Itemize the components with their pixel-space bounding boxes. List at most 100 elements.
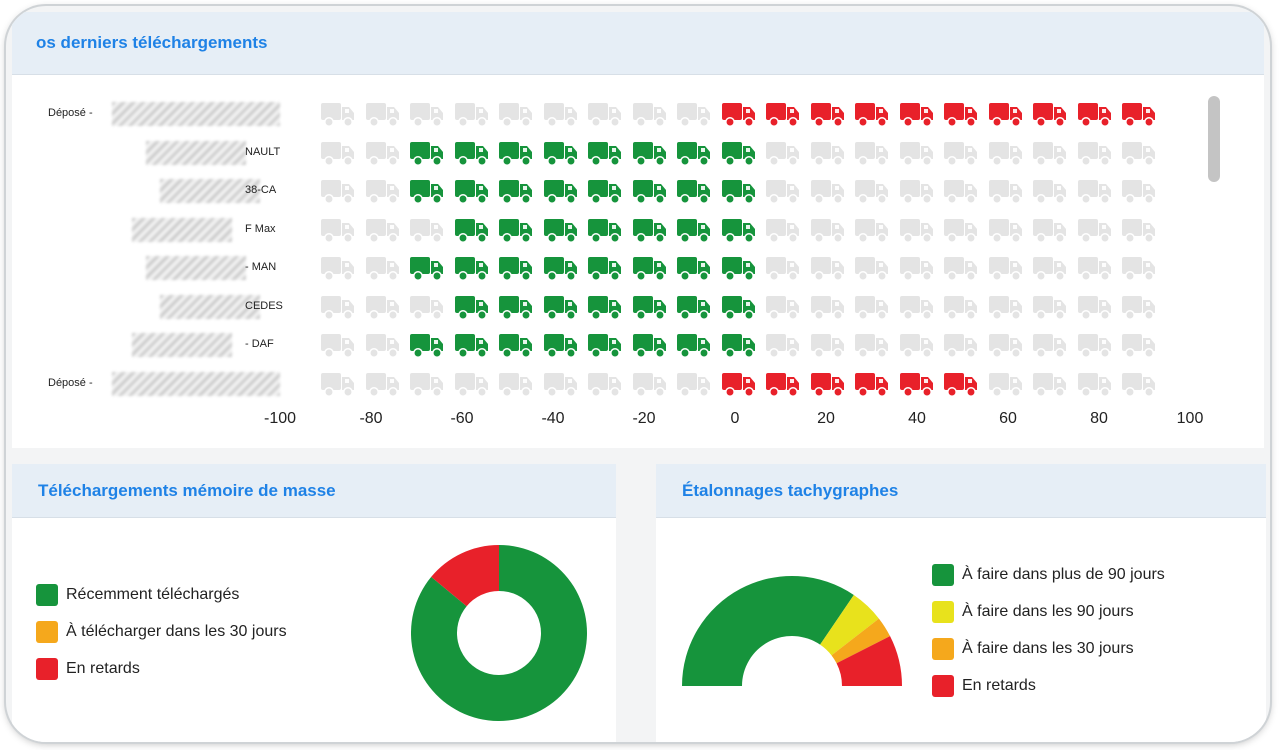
calibration-gauge-chart [682, 576, 902, 686]
truck-mark-empty [499, 372, 532, 397]
dashboard-frame: os derniers téléchargements Déposé - NAUL… [6, 6, 1270, 742]
truck-mark-filled [588, 295, 621, 320]
truck-mark-empty [810, 257, 844, 281]
truck-mark-empty [365, 141, 399, 166]
truck-mark-empty [1077, 334, 1111, 358]
truck-mark-empty [855, 141, 888, 166]
truck-mark-empty [1077, 218, 1111, 243]
truck-mark-empty [588, 103, 621, 127]
donut-slice[interactable] [431, 545, 499, 607]
truck-mark-filled [543, 218, 577, 243]
truck-mark-filled [944, 103, 977, 127]
truck-mark-filled [410, 257, 443, 281]
truck-mark-empty [899, 218, 933, 243]
gauge-segment[interactable] [836, 636, 902, 686]
calibration-title: Étalonnages tachygraphes [656, 464, 1266, 518]
truck-mark-filled [677, 257, 710, 281]
truck-mark-empty [632, 372, 666, 397]
truck-mark-empty [1033, 257, 1066, 281]
truck-mark-filled [543, 180, 577, 204]
truck-mark-empty [944, 334, 977, 358]
legend-item[interactable]: En retards [36, 658, 140, 680]
truck-mark-empty [810, 218, 844, 243]
truck-mark-filled [454, 257, 488, 281]
truck-mark-empty [810, 141, 844, 166]
truck-mark-empty [365, 372, 399, 397]
row-label: Déposé - [48, 376, 93, 389]
legend-item[interactable]: À faire dans plus de 90 jours [932, 564, 1165, 586]
truck-mark-empty [899, 295, 933, 320]
truck-mark-filled [499, 257, 532, 281]
truck-mark-empty [855, 180, 888, 204]
truck-mark-empty [365, 257, 399, 281]
truck-mark-empty [410, 103, 443, 127]
truck-mark-empty [988, 257, 1022, 281]
truck-mark-empty [855, 295, 888, 320]
truck-mark-empty [1033, 218, 1066, 243]
truck-mark-filled [1122, 103, 1155, 127]
gauge-segment[interactable] [831, 618, 891, 664]
truck-mark-filled [810, 372, 844, 397]
mass-memory-panel: Téléchargements mémoire de masse Récemme… [12, 464, 616, 742]
truck-mark-filled [632, 334, 666, 358]
truck-mark-filled [588, 141, 621, 166]
truck-mark-empty [321, 141, 354, 166]
truck-mark-empty [1122, 180, 1155, 204]
truck-mark-filled [855, 103, 888, 127]
redacted-vehicle-name [132, 217, 232, 242]
truck-mark-filled [588, 180, 621, 204]
truck-mark-empty [1077, 180, 1111, 204]
truck-mark-empty [988, 180, 1022, 204]
legend-item[interactable]: À faire dans les 30 jours [932, 638, 1134, 660]
legend-item[interactable]: En retards [932, 675, 1036, 697]
truck-mark-empty [944, 257, 977, 281]
truck-mark-empty [321, 103, 354, 127]
x-tick-label: -100 [263, 410, 297, 427]
truck-mark-empty [1033, 141, 1066, 166]
truck-mark-filled [810, 103, 844, 127]
row-label: NAULT [245, 145, 281, 158]
calibration-panel: Étalonnages tachygraphes À faire dans pl… [656, 464, 1266, 742]
row-label: 38-CA [245, 184, 277, 196]
gauge-segment[interactable] [820, 595, 879, 656]
redacted-vehicle-name [132, 333, 232, 357]
legend-swatch [932, 675, 954, 697]
truck-mark-empty [1077, 372, 1111, 397]
truck-mark-empty [632, 103, 666, 127]
truck-mark-filled [543, 257, 577, 281]
truck-mark-filled [944, 372, 977, 397]
truck-mark-filled [899, 103, 933, 127]
donut-slice[interactable] [411, 545, 587, 721]
truck-mark-filled [1077, 103, 1111, 127]
gauge-segment[interactable] [682, 576, 854, 686]
truck-mark-filled [454, 334, 488, 358]
truck-mark-empty [944, 295, 977, 320]
legend-item[interactable]: Récemment téléchargés [36, 584, 239, 606]
truck-mark-filled [677, 218, 710, 243]
mass-memory-donut-chart [411, 545, 587, 721]
truck-mark-empty [855, 334, 888, 358]
truck-mark-filled [454, 141, 488, 166]
truck-mark-filled [721, 372, 755, 397]
truck-mark-empty [588, 372, 621, 397]
truck-mark-empty [499, 103, 532, 127]
truck-mark-filled [543, 141, 577, 166]
truck-mark-filled [632, 180, 666, 204]
recent-downloads-panel: os derniers téléchargements Déposé - NAUL… [12, 12, 1264, 448]
truck-mark-empty [855, 257, 888, 281]
truck-mark-empty [365, 295, 399, 320]
truck-mark-empty [766, 141, 799, 166]
truck-mark-empty [543, 103, 577, 127]
truck-mark-filled [632, 141, 666, 166]
vertical-scrollbar[interactable] [1208, 96, 1220, 182]
truck-mark-empty [365, 103, 399, 127]
truck-mark-filled [543, 295, 577, 320]
truck-mark-filled [499, 141, 532, 166]
legend-item[interactable]: À faire dans les 90 jours [932, 601, 1134, 623]
truck-mark-filled [410, 141, 443, 166]
legend-swatch [36, 658, 58, 680]
truck-mark-filled [499, 295, 532, 320]
truck-mark-empty [899, 141, 933, 166]
truck-mark-empty [944, 141, 977, 166]
legend-item[interactable]: À télécharger dans les 30 jours [36, 621, 287, 643]
